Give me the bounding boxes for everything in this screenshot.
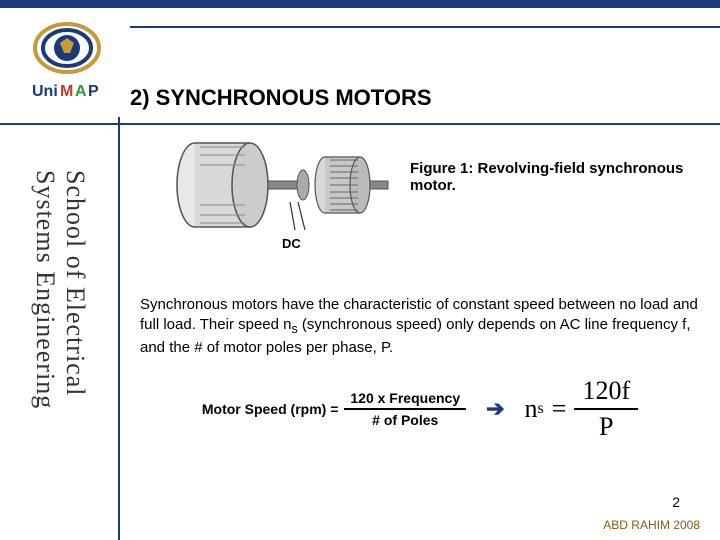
top-banner <box>0 0 720 8</box>
figure-row: DC Figure 1: Revolving-field synchronous… <box>140 130 700 275</box>
svg-text:M: M <box>60 83 73 100</box>
formula-row: Motor Speed (rpm) = 120 x Frequency # of… <box>140 376 700 442</box>
formula2-numerator: 120f <box>574 376 638 410</box>
formula2-eq: = <box>552 394 567 424</box>
formula1-denominator: # of Poles <box>372 410 438 428</box>
svg-text:Uni: Uni <box>32 83 58 100</box>
formula2-lhs-sub: s <box>538 400 544 418</box>
arrow-right-icon: ➔ <box>486 396 504 422</box>
unimap-logo: Uni M A P <box>20 18 115 113</box>
svg-text:A: A <box>75 83 87 100</box>
formula2-fraction: 120f P <box>574 376 638 442</box>
vertical-divider <box>118 117 120 540</box>
formula2-denominator: P <box>599 410 613 442</box>
motor-diagram: DC <box>140 130 390 275</box>
slide-title-bar: 2) SYNCHRONOUS MOTORS <box>130 78 720 118</box>
slide-number: 2 <box>672 494 680 510</box>
sidebar-label: School of Electrical Systems Engineering <box>30 170 90 490</box>
footer-credit: ABD RAHIM 2008 <box>603 518 700 532</box>
header-rule-top <box>130 26 720 28</box>
svg-text:P: P <box>88 83 99 100</box>
formula1-fraction: 120 x Frequency # of Poles <box>344 390 466 428</box>
formula1-numerator: 120 x Frequency <box>344 390 466 410</box>
sidebar: School of Electrical Systems Engineering <box>30 170 110 490</box>
figure-caption: Figure 1: Revolving-field synchronous mo… <box>410 160 700 194</box>
slide-title: 2) SYNCHRONOUS MOTORS <box>130 85 432 111</box>
formula1-label: Motor Speed (rpm) = <box>202 401 339 417</box>
formula-motor-speed: Motor Speed (rpm) = 120 x Frequency # of… <box>202 390 466 428</box>
header-rule-bottom <box>0 123 720 125</box>
formula-ns: ns = 120f P <box>525 376 639 442</box>
header: Uni M A P 2) SYNCHRONOUS MOTORS <box>0 8 720 128</box>
formula2-lhs: n <box>525 394 538 424</box>
dc-label: DC <box>282 236 301 251</box>
content-area: DC Figure 1: Revolving-field synchronous… <box>140 130 700 442</box>
description-text: Synchronous motors have the characterist… <box>140 295 700 358</box>
